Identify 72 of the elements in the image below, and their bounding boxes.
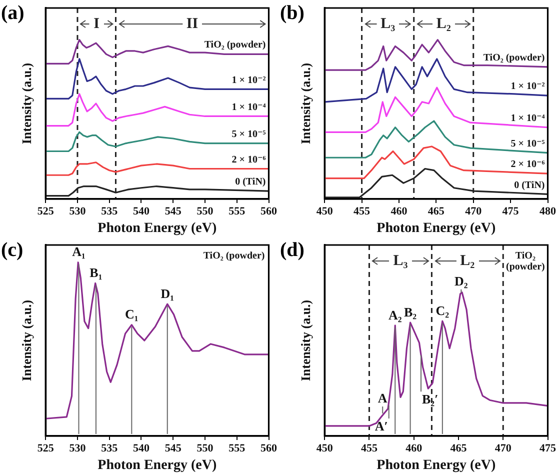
x-tick-label: 530 [69,205,86,218]
annotation: A [378,390,388,406]
annotation: D₂ [454,273,468,288]
annotation: C₂ [436,302,450,318]
series-label: 1 × 10⁻⁴ [232,102,266,113]
annotation: B₁ [90,265,102,280]
chart-title: (b) [280,2,304,24]
annotation: A′ [374,418,388,434]
x-axis-title: Photon Energy (eV) [376,458,496,474]
y-axis-title: Intensity (a.u.) [19,300,34,382]
annotation: B₂′ [422,391,438,406]
x-tick-label: 550 [196,442,214,454]
x-tick-label: 475 [540,442,556,454]
x-tick-label: 475 [502,205,520,218]
x-tick-label: 555 [228,442,246,454]
text: TiO₂ (powder) [506,250,545,273]
x-tick-label: 465 [450,442,468,454]
chart-title: (a) [1,2,24,24]
annotation: C₁ [125,306,138,322]
x-tick-label: 450 [316,442,334,454]
annotation: A₁ [72,244,86,260]
x-tick-label: 465 [428,205,445,218]
series-label: 0 (TiN) [514,180,545,191]
x-tick-label: 480 [540,205,556,218]
annotation: A₂ [388,307,402,322]
series-label: 5 × 10⁻⁵ [510,138,545,150]
x-tick-label: 460 [406,442,423,454]
series-label: 1 × 10⁻² [232,74,266,86]
x-tick-label: 470 [494,442,512,454]
x-tick-label: 555 [228,205,246,218]
text: L₃ [380,16,396,32]
x-tick-label: 550 [196,205,214,218]
text: L₂ [460,252,476,269]
x-tick-label: 545 [164,442,182,454]
x-tick-label: 450 [316,205,334,218]
x-axis-title: Photon Energy (eV) [376,221,496,236]
series-label: 2 × 10⁻⁶ [232,154,266,166]
series-label: 5 × 10⁻⁵ [232,128,266,140]
x-tick-label: 455 [360,442,378,454]
x-tick-label: 525 [37,442,54,454]
x-tick-label: 540 [132,442,150,454]
y-axis-title: Intensity (a.u.) [19,62,34,144]
x-tick-label: 535 [101,442,118,454]
series-label: 2 × 10⁻⁶ [510,159,545,170]
x-tick-label: 560 [260,442,278,454]
series-label: 1 × 10⁻² [510,81,545,92]
text: TiO₂ (powder) [203,250,265,262]
series-label: TiO₂ (powder) [204,40,266,51]
x-tick-label: 460 [390,205,408,218]
x-axis-title: Photon Energy (eV) [98,458,217,474]
annotation: B₂ [404,304,417,320]
x-tick-label: 540 [132,205,150,218]
x-tick-label: 530 [69,442,86,454]
x-tick-label: 535 [101,205,118,218]
series-label: 1 × 10⁻⁴ [510,112,545,124]
chart-title: (d) [280,239,304,262]
x-tick-label: 470 [465,205,482,218]
series-label: 0 (TiN) [235,176,266,188]
annotation: D₁ [160,286,174,301]
y-axis-title: Intensity (a.u.) [298,300,314,382]
series-label: TiO₂ (powder) [483,52,545,64]
text: II [186,16,198,32]
x-tick-label: 455 [354,205,371,218]
y-axis-title: Intensity (a.u.) [298,62,314,144]
text: L₂ [436,16,452,32]
x-axis-title: Photon Energy (eV) [98,221,217,236]
text: I [94,16,100,32]
x-tick-label: 545 [164,205,182,218]
chart-title: (c) [1,239,24,262]
x-tick-label: 525 [37,205,54,218]
x-tick-label: 560 [260,205,278,218]
text: L₃ [393,252,408,269]
